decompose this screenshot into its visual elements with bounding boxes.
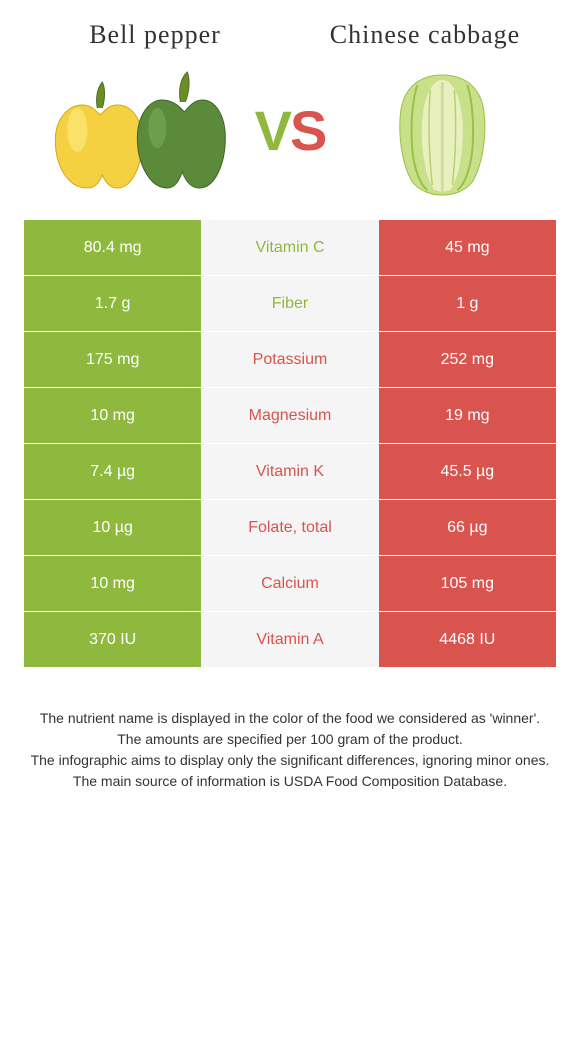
table-row: 10 mgCalcium105 mg [24,556,556,612]
left-value: 80.4 mg [24,220,201,275]
nutrient-name: Vitamin C [201,220,378,275]
table-row: 1.7 gFiber1 g [24,276,556,332]
right-value: 19 mg [379,388,556,443]
vs-v-letter: V [255,99,290,162]
left-food-title: Bell pepper [20,20,290,50]
cabbage-icon [335,60,550,200]
footer-line-2: The amounts are specified per 100 gram o… [24,729,556,750]
left-value: 10 mg [24,556,201,611]
footer-line-1: The nutrient name is displayed in the co… [24,708,556,729]
table-row: 10 mgMagnesium19 mg [24,388,556,444]
vs-label: VS [255,98,326,163]
nutrient-name: Magnesium [201,388,378,443]
right-value: 105 mg [379,556,556,611]
right-value: 45.5 µg [379,444,556,499]
right-value: 252 mg [379,332,556,387]
table-row: 10 µgFolate, total66 µg [24,500,556,556]
right-food-title: Chinese cabbage [290,20,560,50]
left-value: 10 µg [24,500,201,555]
table-row: 370 IUVitamin A4468 IU [24,612,556,668]
bell-pepper-image [30,60,245,200]
left-food-title-col: Bell pepper [20,20,290,50]
table-row: 175 mgPotassium252 mg [24,332,556,388]
left-value: 10 mg [24,388,201,443]
right-value: 45 mg [379,220,556,275]
left-value: 1.7 g [24,276,201,331]
nutrient-name: Calcium [201,556,378,611]
pepper-icon [30,60,245,200]
right-value: 1 g [379,276,556,331]
chinese-cabbage-image [335,60,550,200]
right-food-title-col: Chinese cabbage [290,20,560,50]
table-row: 7.4 µgVitamin K45.5 µg [24,444,556,500]
right-value: 4468 IU [379,612,556,667]
footer-notes: The nutrient name is displayed in the co… [0,668,580,812]
left-value: 7.4 µg [24,444,201,499]
left-value: 370 IU [24,612,201,667]
right-value: 66 µg [379,500,556,555]
vs-s-letter: S [290,99,325,162]
nutrient-name: Potassium [201,332,378,387]
nutrient-table: 80.4 mgVitamin C45 mg1.7 gFiber1 g175 mg… [24,220,556,668]
food-image-row: VS [0,50,580,220]
nutrient-name: Folate, total [201,500,378,555]
nutrient-name: Vitamin K [201,444,378,499]
nutrient-name: Vitamin A [201,612,378,667]
nutrient-name: Fiber [201,276,378,331]
footer-line-3: The infographic aims to display only the… [24,750,556,771]
left-value: 175 mg [24,332,201,387]
footer-line-4: The main source of information is USDA F… [24,771,556,792]
header-titles: Bell pepper Chinese cabbage [0,0,580,50]
table-row: 80.4 mgVitamin C45 mg [24,220,556,276]
